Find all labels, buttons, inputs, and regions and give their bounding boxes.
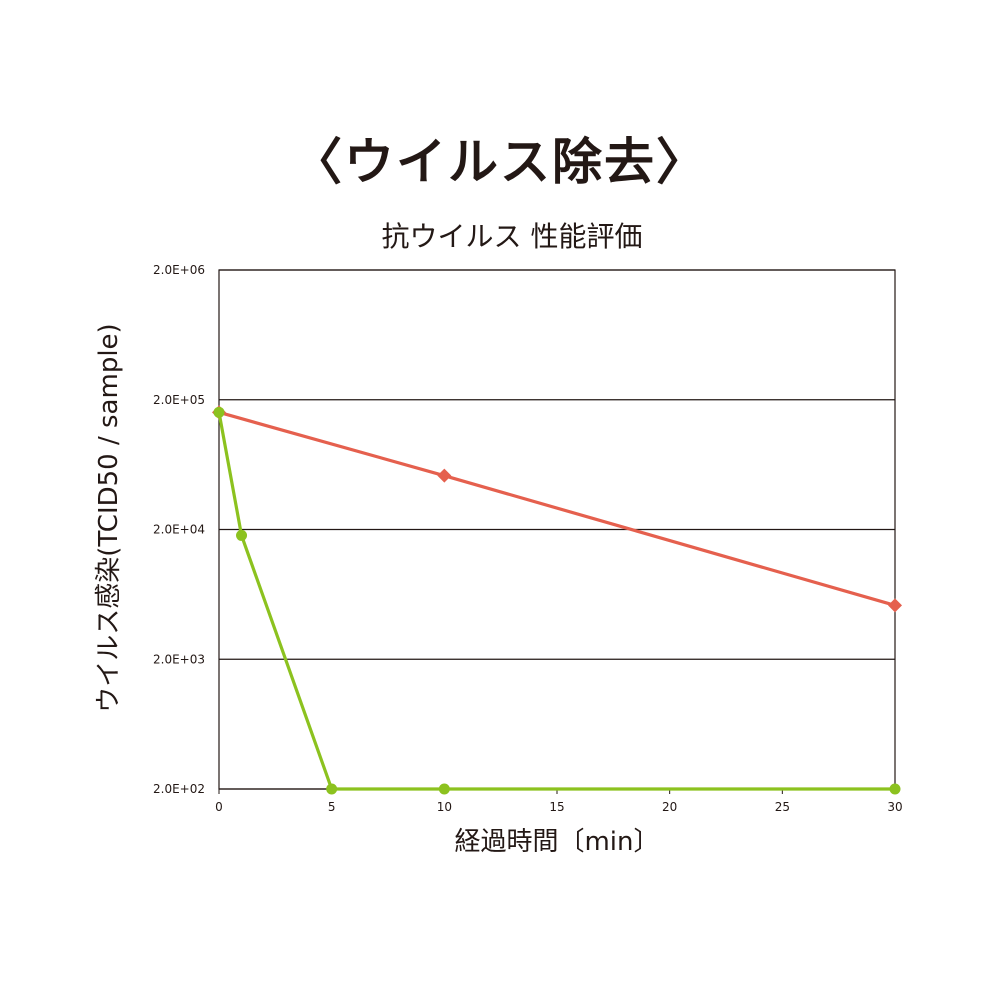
series-line xyxy=(218,410,896,607)
data-point-diamond xyxy=(437,468,452,483)
series-2 xyxy=(213,406,901,795)
series-line xyxy=(217,412,895,791)
x-tick-label: 30 xyxy=(887,800,902,814)
x-tick-label: 25 xyxy=(775,800,790,814)
y-tick-label: 2.0E+04 xyxy=(153,523,205,537)
y-tick-label: 2.0E+06 xyxy=(153,263,205,277)
data-point-circle xyxy=(213,406,225,418)
x-tick-label: 0 xyxy=(215,800,223,814)
series-1 xyxy=(212,405,902,613)
gridlines xyxy=(219,269,895,790)
y-tick-label: 2.0E+02 xyxy=(153,782,205,796)
y-axis-ticks: 2.0E+02 2.0E+03 2.0E+04 2.0E+05 2.0E+06 xyxy=(153,263,205,796)
data-point-diamond xyxy=(888,598,902,613)
x-tick-label: 5 xyxy=(328,800,336,814)
x-tick-label: 15 xyxy=(549,800,564,814)
y-tick-label: 2.0E+03 xyxy=(153,652,205,666)
x-axis-ticks: 0 5 10 15 20 25 30 xyxy=(215,789,903,814)
data-point-circle xyxy=(438,783,450,795)
series-layer xyxy=(212,405,902,795)
y-axis-title: ウイルス感染(TCID50 / sample) xyxy=(94,323,124,712)
data-point-circle xyxy=(889,783,901,795)
page-heading: 〈ウイルス除去〉 xyxy=(292,133,708,191)
data-point-circle xyxy=(236,529,248,541)
data-point-circle xyxy=(326,783,338,795)
y-tick-label: 2.0E+05 xyxy=(153,393,205,407)
x-tick-label: 10 xyxy=(437,800,452,814)
x-axis-title: 経過時間〔min〕 xyxy=(454,827,659,857)
x-tick-label: 20 xyxy=(662,800,677,814)
chart-title: 抗ウイルス 性能評価 xyxy=(382,220,643,253)
